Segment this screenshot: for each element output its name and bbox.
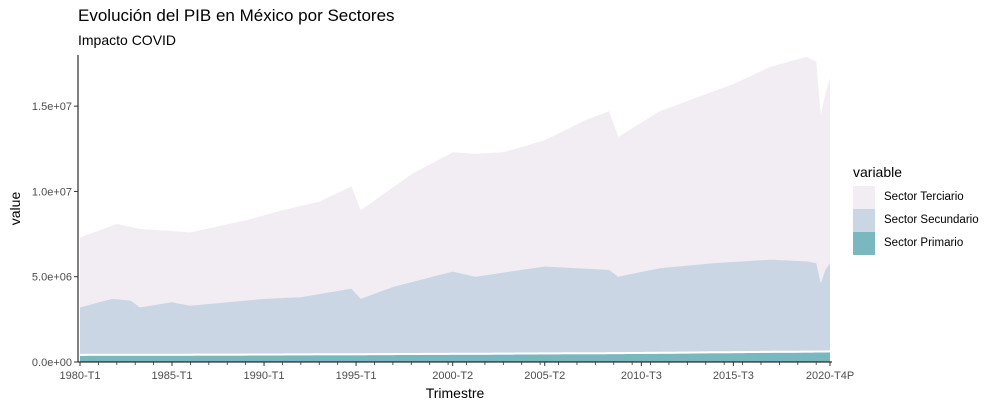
x-tick-label: 2015-T3 [713, 370, 754, 382]
y-tick-label: 1.5e+07 [32, 101, 72, 113]
y-tick-label: 5.0e+06 [32, 272, 72, 284]
legend-key-secundario [853, 209, 875, 232]
y-tick-label: 0.0e+00 [32, 357, 72, 369]
x-tick-label: 2005-T2 [524, 370, 565, 382]
x-axis-title: Trimestre [426, 385, 485, 401]
legend-key-primario [853, 232, 875, 255]
legend-label-primario: Sector Primario [884, 237, 964, 249]
x-tick-label: 2000-T2 [432, 370, 473, 382]
area-sector-secundario [80, 259, 830, 362]
x-tick-label: 2020-T4P [806, 370, 854, 382]
x-tick-label: 2010-T3 [621, 370, 662, 382]
x-tick-label: 1985-T1 [152, 370, 193, 382]
x-tick-label: 1995-T1 [336, 370, 377, 382]
area-sector-primario [80, 352, 830, 362]
x-tick-label: 1980-T1 [60, 370, 101, 382]
legend-key-terciario [853, 186, 875, 209]
chart-subtitle: Impacto COVID [78, 32, 177, 48]
y-axis-title: value [7, 192, 23, 226]
primario-separator-line [80, 350, 831, 356]
legend-title: variable [853, 164, 903, 180]
x-tick-label: 1990-T1 [244, 370, 285, 382]
legend-label-secundario: Sector Secundario [884, 214, 979, 226]
legend-label-terciario: Sector Terciario [884, 191, 964, 203]
y-tick-label: 1.0e+07 [32, 186, 72, 198]
chart-title: Evolución del PIB en México por Sectores [78, 6, 395, 25]
